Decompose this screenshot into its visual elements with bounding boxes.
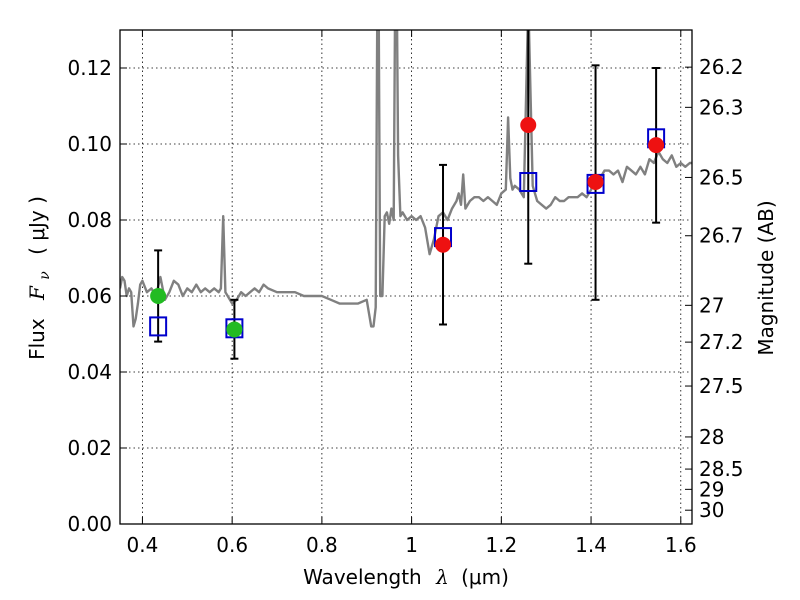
x-axis-unit: (μm) <box>461 565 509 589</box>
mag-tick-label: 27 <box>699 293 724 317</box>
mag-tick-label: 26.3 <box>699 95 744 119</box>
y-axis-title: Flux F ν ( μJy ) <box>25 196 54 360</box>
mag-tick-label: 26.7 <box>699 224 744 248</box>
x-tick-label: 0.6 <box>216 533 248 557</box>
observed-red-point <box>520 117 537 133</box>
model-square-point <box>519 172 538 192</box>
x-axis-symbol: λ <box>435 565 449 589</box>
plot-background <box>120 30 692 524</box>
x-tick-label: 0.4 <box>127 533 159 557</box>
observed-red-point <box>435 236 452 253</box>
x-tick-label: 1.6 <box>665 533 697 557</box>
y-tick-label: 0.02 <box>67 436 112 460</box>
mag-tick-label: 28 <box>699 425 724 449</box>
y-tick-label: 0.12 <box>67 56 112 80</box>
x-axis-title: Wavelength λ (μm) <box>303 565 509 589</box>
mag-tick-label: 27.5 <box>699 374 744 398</box>
mag-tick-label: 26.5 <box>699 165 744 189</box>
y-tick-label: 0.08 <box>67 208 112 232</box>
y-axis-label: Flux <box>25 318 49 360</box>
observed-red-point <box>587 174 604 190</box>
model-square-point <box>149 316 168 337</box>
grid-lines <box>120 30 692 524</box>
x-tick-label: 0.8 <box>306 533 338 557</box>
observed-red-point <box>648 137 665 154</box>
y-tick-label: 0.10 <box>67 132 112 156</box>
y-axis-symbol: F <box>25 285 49 301</box>
observed-green-point <box>226 321 243 338</box>
x-axis-label: Wavelength <box>303 565 422 589</box>
mag-tick-label: 27.2 <box>699 330 744 354</box>
y-axis-unit: ( μJy ) <box>25 196 49 255</box>
x-tick-label: 1.4 <box>575 533 607 557</box>
observed-green-point <box>150 288 167 304</box>
mag-tick-label: 29 <box>699 477 724 501</box>
y-tick-label: 0.04 <box>67 360 112 384</box>
y2-axis-title: Magnitude (AB) <box>754 200 778 355</box>
mag-tick-label: 26.2 <box>699 55 744 79</box>
y-tick-label: 0.06 <box>67 284 112 308</box>
mag-tick-label: 30 <box>699 498 724 522</box>
plot-area <box>120 30 692 360</box>
axes: 0.4 0.6 0.8 1 1.2 1.4 1.6 0.00 0.02 0.04 0.06 0.08 0… <box>67 30 744 557</box>
y-axis-symbol-sub: ν <box>37 271 53 280</box>
plot-frame <box>119 29 693 525</box>
y-tick-label: 0.00 <box>67 512 112 536</box>
x-tick-label: 1.2 <box>485 533 517 557</box>
mag-tick-label: 28.5 <box>699 457 744 481</box>
x-tick-label: 1 <box>405 533 418 557</box>
